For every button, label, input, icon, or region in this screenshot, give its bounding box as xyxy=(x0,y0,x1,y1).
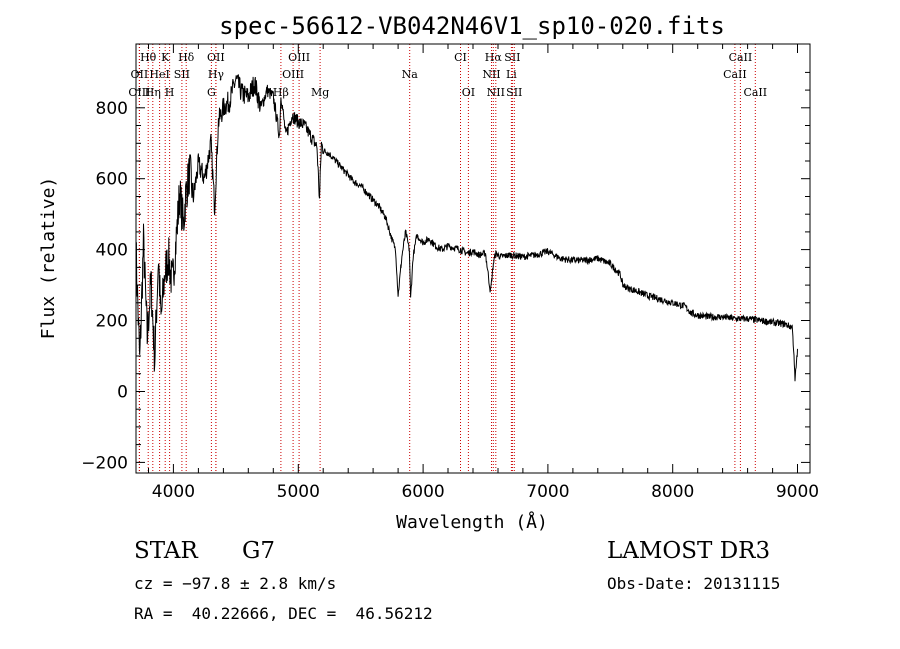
line-label-15: NII xyxy=(482,68,500,81)
y-tick-label-800: 800 xyxy=(96,99,128,119)
line-label-10: HeI xyxy=(149,68,169,81)
line-label-23: Mg xyxy=(311,86,329,99)
line-label-2: Hδ xyxy=(178,51,195,64)
y-tick-label--200: −200 xyxy=(81,453,128,473)
line-label-27: CaII xyxy=(743,86,767,99)
line-label-26: SII xyxy=(506,86,522,99)
x-tick-label-6000: 6000 xyxy=(401,482,444,502)
line-label-14: Na xyxy=(402,68,419,81)
line-label-5: CI xyxy=(454,51,467,64)
x-tick-label-8000: 8000 xyxy=(651,482,694,502)
line-label-24: OI xyxy=(462,86,475,99)
line-label-16: Li xyxy=(506,68,517,81)
line-label-0: Hθ xyxy=(140,51,157,64)
y-tick-label-400: 400 xyxy=(96,241,128,261)
line-label-3: OII xyxy=(207,51,225,64)
line-label-6: Hα xyxy=(485,51,503,64)
line-label-1: K xyxy=(161,51,170,64)
spectrum-series xyxy=(135,74,798,382)
x-tick-label-5000: 5000 xyxy=(277,482,320,502)
chart-title: spec-56612-VB042N46V1_sp10-020.fits xyxy=(219,12,725,40)
spectrum-line xyxy=(135,74,798,382)
line-label-13: OIII xyxy=(282,68,304,81)
object-class: STAR xyxy=(134,538,198,564)
x-axis-label: Wavelength (Å) xyxy=(396,511,548,533)
redshift-cz: cz = −97.8 ± 2.8 km/s xyxy=(134,574,337,593)
x-tick-label-7000: 7000 xyxy=(526,482,569,502)
line-label-22: Hβ xyxy=(273,86,289,99)
y-tick-label-600: 600 xyxy=(96,170,128,190)
x-tick-label-9000: 9000 xyxy=(776,482,819,502)
line-label-8: CaII xyxy=(729,51,753,64)
x-axis: 4000 5000 6000 7000 8000 9000 xyxy=(148,44,819,502)
plot-frame xyxy=(135,43,811,474)
line-label-21: G xyxy=(207,86,216,99)
line-label-20: H xyxy=(165,86,175,99)
object-subclass: G7 xyxy=(242,538,276,564)
x-tick-label-4000: 4000 xyxy=(152,482,195,502)
line-label-4: OIII xyxy=(288,51,310,64)
y-tick-label-200: 200 xyxy=(96,312,128,332)
line-label-7: SII xyxy=(504,51,520,64)
line-label-25: NII xyxy=(487,86,505,99)
line-label-18: OIII xyxy=(128,86,150,99)
y-axis-label: Flux (relative) xyxy=(38,177,59,340)
y-axis: −200 0 200 400 600 800 xyxy=(81,71,810,473)
line-label-19: Hη xyxy=(145,86,161,99)
ra-dec: RA = 40.22666, DEC = 46.56212 xyxy=(134,604,433,623)
line-label-17: CaII xyxy=(723,68,747,81)
survey-name: LAMOST DR3 xyxy=(607,538,771,564)
line-label-12: Hγ xyxy=(208,68,225,81)
obs-date: Obs-Date: 20131115 xyxy=(607,574,781,593)
line-label-11: SII xyxy=(174,68,190,81)
y-tick-label-0: 0 xyxy=(117,383,128,403)
